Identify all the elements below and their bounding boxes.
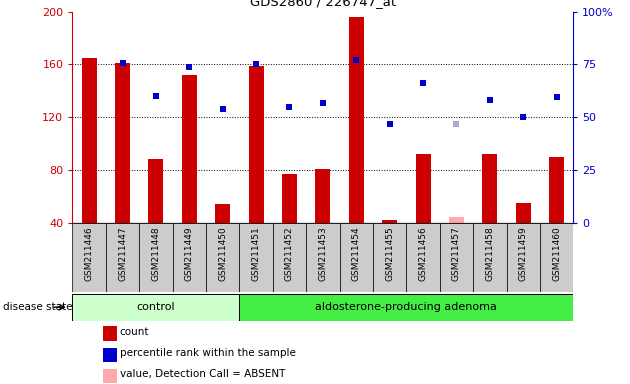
Bar <box>507 223 540 292</box>
Text: GSM211449: GSM211449 <box>185 226 194 281</box>
Text: GSM211456: GSM211456 <box>418 226 428 281</box>
Text: GSM211459: GSM211459 <box>518 226 528 281</box>
Bar <box>239 223 273 292</box>
Bar <box>82 58 96 223</box>
Text: GSM211454: GSM211454 <box>352 226 361 281</box>
Text: GSM211453: GSM211453 <box>318 226 328 281</box>
Bar <box>139 223 173 292</box>
Text: GSM211451: GSM211451 <box>251 226 261 281</box>
Bar <box>483 154 497 223</box>
Bar <box>440 223 473 292</box>
Bar <box>316 169 330 223</box>
Bar <box>406 223 440 292</box>
Text: GSM211457: GSM211457 <box>452 226 461 281</box>
Text: value, Detection Call = ABSENT: value, Detection Call = ABSENT <box>120 369 285 379</box>
Bar <box>215 204 230 223</box>
Bar <box>306 223 340 292</box>
Bar <box>182 75 197 223</box>
Text: disease state: disease state <box>3 302 72 312</box>
Bar <box>340 223 373 292</box>
Bar <box>349 17 364 223</box>
Bar <box>473 223 507 292</box>
Text: GSM211460: GSM211460 <box>552 226 561 281</box>
Bar <box>106 223 139 292</box>
Bar <box>549 157 564 223</box>
Bar <box>516 203 530 223</box>
Text: control: control <box>137 302 175 312</box>
Text: GSM211448: GSM211448 <box>151 226 161 281</box>
Bar <box>249 66 263 223</box>
Text: GSM211452: GSM211452 <box>285 226 294 281</box>
Text: percentile rank within the sample: percentile rank within the sample <box>120 348 295 358</box>
Bar <box>540 223 573 292</box>
Bar <box>416 154 430 223</box>
Text: GSM211455: GSM211455 <box>385 226 394 281</box>
Bar <box>173 223 206 292</box>
Bar <box>72 294 239 321</box>
Bar <box>382 220 397 223</box>
Bar <box>273 223 306 292</box>
Text: aldosterone-producing adenoma: aldosterone-producing adenoma <box>316 302 497 312</box>
Text: GSM211458: GSM211458 <box>485 226 495 281</box>
Bar <box>282 174 297 223</box>
Bar <box>239 294 573 321</box>
Text: GSM211446: GSM211446 <box>84 226 94 281</box>
Text: GSM211447: GSM211447 <box>118 226 127 281</box>
Text: GDS2860 / 226747_at: GDS2860 / 226747_at <box>250 0 396 8</box>
Text: count: count <box>120 327 149 337</box>
Bar <box>373 223 406 292</box>
Bar <box>72 223 106 292</box>
Text: GSM211450: GSM211450 <box>218 226 227 281</box>
Bar <box>206 223 239 292</box>
Bar <box>149 159 163 223</box>
Bar <box>449 217 464 223</box>
Bar <box>115 63 130 223</box>
